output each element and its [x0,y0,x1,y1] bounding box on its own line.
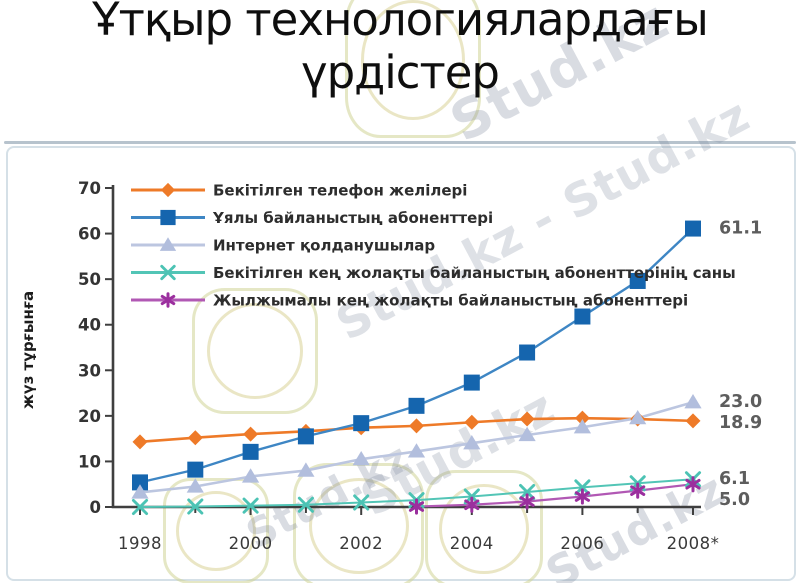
triangle-marker [352,450,370,466]
asterisk-marker [464,496,480,513]
triangle-marker [629,409,647,425]
y-tick-label: 70 [78,179,101,198]
asterisk-marker [160,292,176,308]
x-tick-label: 2002 [339,534,383,553]
diamond-marker [574,410,590,426]
page-title: Ұтқыр технологиялардағы үрдістер [0,0,800,99]
series-end-value: 23.0 [719,392,762,412]
y-tick-label: 10 [78,452,101,471]
x-tick-label: 2008* [667,534,720,553]
diamond-marker [685,413,701,429]
series-end-value: 5.0 [719,490,750,510]
series-end-value: 18.9 [719,413,762,433]
triangle-marker [463,435,481,450]
diamond-marker [409,418,424,434]
diamond-marker [519,411,535,427]
diamond-marker [132,434,148,450]
header-divider [4,141,796,144]
series-end-value: 61.1 [719,219,762,239]
chart-body: 0 10 20 30 40 50 60 70 1998 2000 2002 2004 2006 2008*… [78,179,762,553]
triangle-marker [684,393,702,409]
square-marker [297,428,314,445]
y-axis-label: жүз тұрғынға [19,291,37,409]
x-marker [160,264,176,281]
axes [111,185,701,509]
y-tick-label: 50 [78,270,101,289]
square-marker [685,220,701,237]
square-marker [160,209,176,226]
series-end-value: 6.1 [719,469,750,489]
x-marker [131,498,149,516]
triangle-marker [518,426,536,442]
square-marker [353,415,370,432]
y-tick-label: 40 [78,316,101,335]
square-marker [519,344,536,361]
title-line-2: үрдістер [300,45,500,99]
legend-label: Интернет қолданушылар [213,237,435,255]
asterisk-marker [408,498,425,515]
series-line [416,483,694,508]
legend-label: Бекітілген кең жолақты байланыстың абоне… [213,264,736,282]
diamond-marker [243,426,259,442]
diamond-marker [160,182,176,198]
square-marker [132,474,148,491]
square-marker [463,374,480,391]
triangle-marker [186,478,204,493]
square-marker [408,397,425,414]
triangle-marker [297,462,315,477]
square-marker [574,308,591,325]
asterisk-marker [630,482,646,499]
x-marker [187,498,204,515]
legend-label: Жылжымалы кең жолақты байланыстың абонен… [213,292,688,310]
square-marker [242,443,259,460]
square-marker [629,272,646,289]
y-tick-label: 60 [78,225,101,244]
legend-label: Ұялы байланыстың абоненттері [212,209,493,227]
x-tick-label: 2006 [560,534,604,553]
triangle-marker [407,443,426,458]
x-marker [353,494,370,511]
diamond-marker [187,430,203,446]
triangle-marker [573,419,592,434]
y-tick-label: 0 [90,498,101,517]
triangle-marker [131,484,149,499]
x-tick-label: 2004 [450,534,494,553]
y-tick-label: 20 [78,407,101,426]
triangle-marker [159,237,177,251]
x-tick-label: 1998 [118,534,162,553]
x-marker [574,479,591,496]
title-line-1: Ұтқыр технологиялардағы [92,0,709,46]
asterisk-marker [574,488,590,505]
asterisk-marker [685,476,701,493]
legend-label: Бекітілген телефон желілері [213,182,467,200]
square-marker [187,461,204,478]
x-tick-label: 2000 [229,534,273,553]
y-tick-label: 30 [78,361,101,380]
diamond-marker [464,414,480,430]
